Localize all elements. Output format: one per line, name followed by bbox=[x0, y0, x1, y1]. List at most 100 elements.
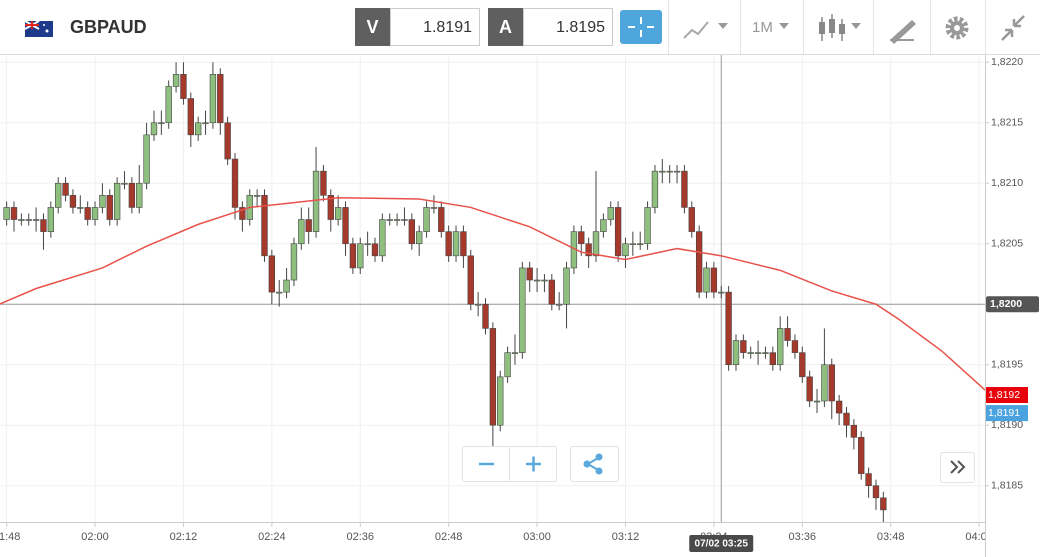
candle-body bbox=[62, 182, 69, 196]
flag-icon bbox=[24, 20, 53, 37]
x-tick-label: 02:00 bbox=[81, 531, 109, 543]
candle-body bbox=[10, 207, 18, 220]
candle-body bbox=[408, 219, 416, 245]
candle-body bbox=[467, 255, 474, 305]
candle-body bbox=[55, 182, 62, 208]
candle-body bbox=[681, 170, 688, 208]
candle-body bbox=[666, 170, 673, 173]
candle-body bbox=[47, 207, 55, 232]
y-tick-label: 1,8220 bbox=[991, 56, 1023, 68]
crosshair-button[interactable] bbox=[620, 10, 662, 44]
candle-body bbox=[423, 207, 430, 232]
price-tag-label: 1,8191 bbox=[988, 407, 1020, 419]
candle-body bbox=[688, 207, 695, 232]
y-tick-label: 1,8190 bbox=[991, 419, 1023, 431]
candle-body bbox=[364, 243, 371, 246]
candle-body bbox=[172, 74, 180, 87]
price-tag bbox=[986, 405, 1028, 422]
collapse-button[interactable] bbox=[1001, 15, 1025, 41]
crosshair-time-label: 07/02 03:25 bbox=[695, 539, 749, 550]
candle-body bbox=[180, 74, 187, 99]
sell-price: 1.8191 bbox=[423, 19, 472, 36]
overlay: 07/02 03:25 1,8200 1,8192 1,8191 bbox=[689, 296, 1039, 552]
candle-body bbox=[762, 352, 769, 354]
x-tick-label: 01:48 bbox=[0, 531, 20, 543]
candle-body bbox=[622, 243, 629, 257]
candle-body bbox=[320, 170, 327, 196]
candle-body bbox=[695, 231, 703, 293]
candle-body bbox=[747, 352, 754, 354]
x-axis-labels: 01:48 02:00 02:12 02:24 02:36 02:48 03:00 03:12… bbox=[0, 522, 993, 543]
candle-style-button[interactable] bbox=[819, 14, 861, 41]
toolbar: GBPAUD V 1.8191 A 1.8195 1M bbox=[0, 0, 1040, 55]
candle-body bbox=[791, 340, 799, 353]
x-tick-label: 03:48 bbox=[877, 531, 905, 543]
candle-body bbox=[732, 340, 740, 366]
candle-body bbox=[224, 122, 231, 160]
candle-body bbox=[607, 207, 614, 220]
y-tick-label: 1,8185 bbox=[991, 479, 1023, 491]
zoom-in-button[interactable] bbox=[526, 456, 541, 472]
candle-body bbox=[158, 122, 165, 125]
candle-body bbox=[452, 231, 460, 257]
candle-body bbox=[828, 364, 835, 402]
candle-body bbox=[880, 497, 887, 511]
candle-body bbox=[585, 243, 592, 257]
candle-body bbox=[740, 340, 747, 353]
candle-body bbox=[18, 219, 25, 221]
candle-body bbox=[799, 352, 806, 378]
candle-body bbox=[386, 219, 393, 221]
candle-body bbox=[784, 328, 791, 341]
candle-body bbox=[25, 219, 32, 221]
candle-body bbox=[91, 207, 99, 220]
candle-body bbox=[290, 243, 298, 281]
y-tick-label: 1,8195 bbox=[991, 359, 1023, 371]
candle-body bbox=[416, 231, 423, 245]
candle-body bbox=[357, 243, 364, 269]
candle-body bbox=[526, 267, 533, 281]
candle-body bbox=[578, 231, 585, 245]
candle-body bbox=[77, 207, 84, 209]
share-button[interactable] bbox=[570, 446, 619, 482]
candle-body bbox=[283, 279, 290, 293]
candle-body bbox=[725, 291, 732, 366]
candle-body bbox=[231, 158, 239, 208]
candle-body bbox=[195, 122, 202, 136]
scroll-right-button[interactable] bbox=[940, 452, 975, 483]
draw-tool-button[interactable] bbox=[890, 20, 916, 44]
crosshair-price-tag bbox=[986, 296, 1039, 313]
sell-label: V bbox=[366, 17, 378, 37]
candle-body bbox=[703, 267, 710, 293]
candle-body bbox=[202, 122, 209, 125]
crosshair-price-label: 1,8200 bbox=[990, 298, 1022, 310]
candle-body bbox=[379, 219, 386, 257]
candle-body bbox=[99, 195, 106, 208]
candle-body bbox=[592, 231, 600, 257]
candle-body bbox=[865, 473, 872, 487]
chart-type-button[interactable] bbox=[683, 21, 728, 39]
candle-body bbox=[629, 243, 637, 246]
candle-body bbox=[497, 376, 504, 426]
candle-body bbox=[718, 291, 725, 294]
x-tick-label: 04:00 bbox=[965, 531, 993, 543]
candle-body bbox=[40, 219, 47, 232]
candle-body bbox=[261, 195, 268, 257]
candle-body bbox=[305, 219, 312, 232]
candle-body bbox=[106, 195, 113, 220]
candle-body bbox=[548, 279, 555, 305]
zoom-controls bbox=[462, 446, 619, 482]
candle-body bbox=[460, 231, 467, 257]
candle-body bbox=[128, 182, 136, 208]
settings-button[interactable] bbox=[945, 16, 969, 40]
buy-button[interactable]: A 1.8195 bbox=[488, 8, 613, 46]
sell-button[interactable]: V 1.8191 bbox=[355, 8, 480, 46]
candle-body bbox=[445, 231, 452, 257]
symbol: GBPAUD bbox=[70, 17, 147, 37]
candle-body bbox=[253, 195, 261, 197]
candle-body bbox=[113, 182, 121, 220]
x-tick-label: 02:12 bbox=[170, 531, 198, 543]
candle-body bbox=[371, 243, 379, 257]
timeframe-button[interactable]: 1M bbox=[752, 19, 789, 36]
candle-body bbox=[519, 267, 526, 353]
